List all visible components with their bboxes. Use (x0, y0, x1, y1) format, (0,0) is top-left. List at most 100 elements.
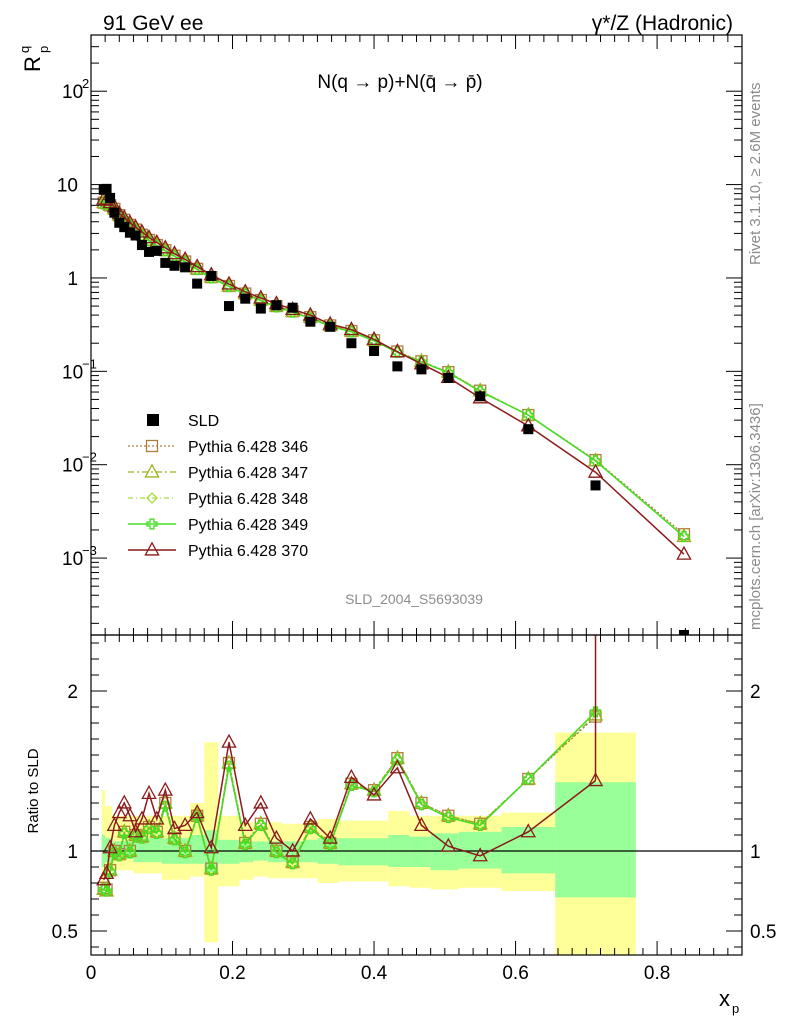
legend-entry-sld: SLD (147, 413, 219, 430)
main-point-sld (101, 183, 112, 194)
ratio-y-tick-label-left: 2 (67, 682, 78, 703)
main-y-tick-exponent: 2 (82, 76, 89, 91)
ratio-point-p370 (366, 786, 382, 801)
main-point-sld (119, 222, 130, 233)
ratio-point-p370 (413, 816, 430, 831)
ratio-point-p370 (102, 839, 118, 854)
x-tick-label: 0.8 (644, 963, 670, 984)
main-point-sld (105, 192, 116, 203)
ratio-y-tick-label-left: 0.5 (52, 922, 78, 943)
main-point-sld (151, 245, 162, 256)
x-axis: 0 0.2 0.4 0.6 0.8 (86, 635, 743, 984)
ratio-point-p370 (98, 864, 115, 879)
ratio-plot-marks (91, 635, 742, 897)
legend-entry-p370: Pythia 6.428 370 (128, 541, 308, 560)
legend-label-p347: Pythia 6.428 347 (188, 465, 308, 482)
ratio-point-p349 (270, 847, 282, 859)
ratio-point-p370 (221, 733, 237, 748)
ratio-point-p370 (302, 810, 319, 825)
main-point-p370 (253, 289, 269, 304)
ratio-point-p370 (440, 837, 457, 852)
ratio-point-p349 (124, 847, 136, 859)
legend-label-p348: Pythia 6.428 348 (188, 491, 308, 508)
energy-label: 91 GeV ee (103, 12, 203, 35)
main-point-sld (392, 361, 403, 372)
ratio-point-p370 (106, 816, 123, 831)
ratio-y-axis-label: Ratio to SLD (25, 748, 42, 833)
main-point-sld (180, 262, 191, 273)
main-point-sld (109, 207, 120, 218)
ratio-point-p347 (166, 829, 183, 844)
main-point-sld (223, 301, 234, 312)
main-point-sld (136, 240, 147, 251)
ratio-point-p349 (168, 834, 181, 846)
main-point-sld (130, 230, 141, 241)
legend-label-p346: Pythia 6.428 346 (188, 439, 308, 456)
x-tick-label: 0 (86, 963, 97, 984)
ratio-line-p370 (103, 742, 596, 881)
legend-label-sld: SLD (188, 413, 219, 430)
ratio-band-inner (218, 839, 240, 864)
main-y-tick-exponent: −2 (82, 450, 97, 465)
main-point-p370 (587, 463, 604, 478)
main-point-p370 (166, 245, 183, 260)
main-point-p370 (676, 545, 692, 560)
main-y-axis-title: R q p (17, 46, 51, 72)
ratio-band-inner (458, 831, 502, 869)
main-point-p370 (366, 330, 382, 345)
ratio-point-p370 (122, 807, 138, 822)
ratio-point-p347 (189, 807, 205, 822)
ratio-point-p370 (253, 794, 269, 809)
ratio-point-p370 (472, 847, 488, 862)
ratio-point-p370 (322, 829, 338, 844)
main-y-tick-label-group: 102 (62, 76, 89, 103)
ratio-point-p370 (166, 820, 183, 835)
main-point-sld (369, 346, 380, 357)
main-y-axis-label-subscript: p (36, 46, 51, 53)
ratio-point-p349 (415, 799, 428, 811)
main-point-sld (240, 293, 251, 304)
main-y-tick-exponent: −3 (82, 543, 97, 558)
ratio-point-p347 (177, 842, 193, 857)
ratio-point-p347 (268, 842, 285, 857)
main-y-tick-label: 10 (62, 456, 83, 477)
ratio-point-p370 (116, 794, 132, 809)
ratio-y-tick-label-right: 2 (750, 682, 761, 703)
ratio-point-p370 (203, 839, 219, 854)
legend-marker-p348 (146, 492, 158, 504)
ratio-point-p349 (100, 885, 113, 897)
rivet-version-label: Rivet 3.1.10, ≥ 2.6M events (747, 83, 764, 266)
main-point-sld (124, 227, 135, 238)
x-axis-label-subscript: p (732, 1001, 739, 1016)
ratio-point-p349 (345, 779, 357, 791)
main-y-tick-label-group: 1 (67, 269, 78, 290)
plot-title: N(q → p)+N(q̄ → p̄) (317, 72, 482, 93)
legend-entry-p348: Pythia 6.428 348 (128, 491, 308, 508)
x-tick-label: 0.2 (219, 963, 245, 984)
process-label: γ*/Z (Hadronic) (592, 12, 733, 35)
main-point-p370 (221, 275, 237, 290)
legend-marker-p347 (144, 463, 160, 478)
main-point-sld (346, 338, 357, 349)
ratio-point-p349 (589, 706, 602, 718)
ratio-point-p349 (113, 850, 125, 862)
ratio-point-p349 (442, 811, 454, 823)
ratio-point-p370 (284, 842, 301, 857)
ratio-point-p349 (151, 827, 163, 839)
ratio-point-p370 (134, 810, 150, 825)
main-point-sld (523, 424, 534, 435)
legend-entry-p347: Pythia 6.428 347 (128, 463, 308, 482)
main-point-p370 (389, 343, 406, 358)
ratio-point-p370 (189, 804, 205, 819)
ratio-point-p370 (343, 768, 360, 783)
ratio-point-p349 (143, 823, 155, 835)
ratio-point-p349 (205, 864, 217, 876)
mcplots-credit-label: mcplots.cern.ch [arXiv:1306.3436] (747, 403, 764, 630)
ratio-band-inner (190, 835, 205, 864)
ratio-point-p347 (413, 794, 430, 809)
ratio-point-p370 (268, 829, 285, 844)
ratio-point-p370 (237, 816, 253, 831)
ratio-band-inner (338, 838, 389, 866)
main-point-sld (416, 364, 427, 375)
ratio-band-inner (555, 782, 636, 898)
